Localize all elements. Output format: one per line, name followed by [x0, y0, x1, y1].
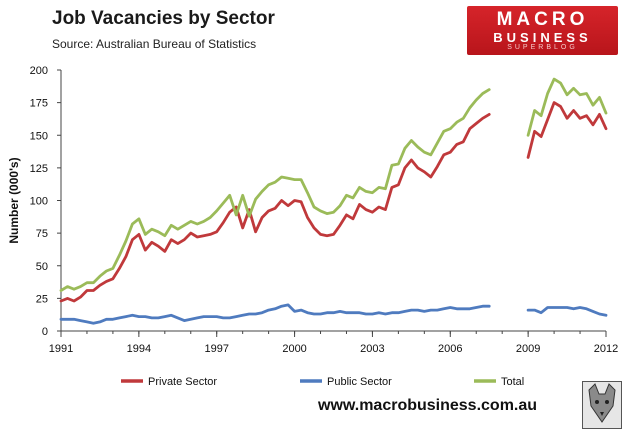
logo-line-3: SUPERBLOG [507, 44, 578, 51]
series-line-total-segment-1 [59, 88, 491, 292]
legend-label-private-sector: Private Sector [148, 376, 217, 388]
x-tick-label: 1997 [204, 343, 228, 355]
series-line-private-sector-segment-2 [526, 101, 608, 159]
y-tick-label: 100 [30, 196, 48, 208]
chart-source: Source: Australian Bureau of Statistics [52, 37, 257, 51]
y-tick-label: 50 [36, 261, 48, 273]
series-line-public-sector-segment-2 [526, 306, 608, 317]
y-tick-label: 125 [30, 163, 48, 175]
x-tick-label: 2000 [282, 343, 306, 355]
logo-line-1: MACRO [496, 9, 589, 30]
y-axis-label: Number (000's) [7, 157, 21, 243]
y-tick-label: 25 [36, 293, 48, 305]
y-tick-label: 200 [30, 65, 48, 77]
y-tick-label: 0 [42, 326, 48, 338]
series-line-private-sector-segment-1 [59, 113, 491, 303]
x-tick-label: 2009 [516, 343, 540, 355]
legend-label-public-sector: Public Sector [327, 376, 392, 388]
x-tick-label: 2003 [360, 343, 384, 355]
chart-title: Job Vacancies by Sector [52, 8, 275, 29]
macrobusiness-logo: MACRO BUSINESS SUPERBLOG [467, 6, 618, 55]
website-url: www.macrobusiness.com.au [318, 397, 538, 414]
y-tick-label: 75 [36, 228, 48, 240]
x-tick-label: 1991 [49, 343, 73, 355]
x-tick-label: 2012 [594, 343, 618, 355]
x-tick-label: 2006 [438, 343, 462, 355]
wolf-logo-icon [582, 381, 622, 429]
y-tick-label: 175 [30, 98, 48, 110]
series-line-public-sector-segment-1 [59, 303, 491, 325]
logo-line-2: BUSINESS [493, 30, 592, 45]
legend-label-total: Total [501, 376, 524, 388]
y-tick-label: 150 [30, 130, 48, 142]
x-tick-label: 1994 [127, 343, 151, 355]
series-line-total-segment-2 [526, 77, 608, 137]
